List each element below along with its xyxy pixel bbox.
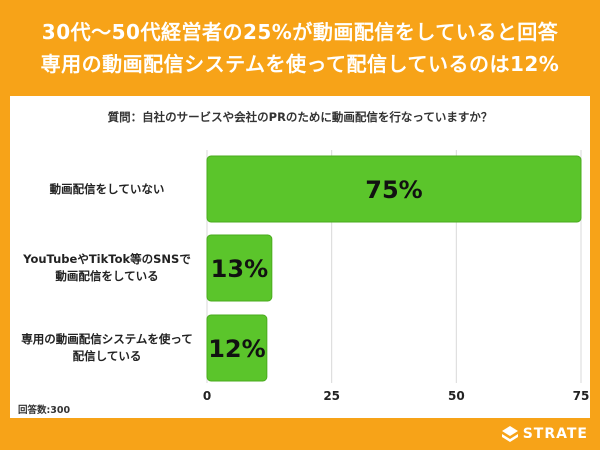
- chart-panel: [10, 96, 590, 418]
- category-label-line: 動画配信をしていない: [49, 181, 165, 196]
- category-label-line: YouTubeやTikTok等のSNSで: [23, 252, 191, 266]
- category-label-line: 配信している: [72, 349, 142, 363]
- bar-1: [206, 234, 273, 302]
- x-tick-label-0: 0: [203, 389, 211, 403]
- category-label-0: 動画配信をしていない: [12, 181, 202, 198]
- headline: 30代〜50代経営者の25%が動画配信をしていると回答 専用の動画配信システムを…: [0, 0, 600, 96]
- bar-2: [206, 314, 268, 382]
- headline-line-1: 30代〜50代経営者の25%が動画配信をしていると回答: [41, 20, 559, 44]
- respondent-count: 回答数:300: [18, 405, 71, 416]
- survey-question: 質問：自社のサービスや会社のPRのために動画配信を行なっていますか？: [107, 110, 493, 124]
- x-tick-label-3: 75: [573, 389, 590, 403]
- logo-text: STRATE: [522, 426, 588, 442]
- x-tick-label-1: 25: [323, 389, 340, 403]
- category-label-line: 動画配信をしている: [55, 269, 159, 283]
- value-label-1: 13%: [211, 255, 268, 283]
- headline-line-2: 専用の動画配信システムを使って配信しているのは12%: [40, 52, 560, 76]
- category-label-2: 専用の動画配信システムを使って 配信している: [12, 331, 202, 365]
- category-label-1: YouTubeやTikTok等のSNSで 動画配信をしている: [12, 251, 202, 285]
- value-label-0: 75%: [365, 176, 422, 204]
- value-label-2: 12%: [208, 335, 265, 363]
- strate-logo-icon: [501, 426, 518, 442]
- x-tick-label-2: 50: [448, 389, 465, 403]
- category-label-line: 専用の動画配信システムを使って: [21, 332, 193, 346]
- brand-logo: STRATE: [501, 422, 588, 446]
- bar-0: [206, 155, 582, 223]
